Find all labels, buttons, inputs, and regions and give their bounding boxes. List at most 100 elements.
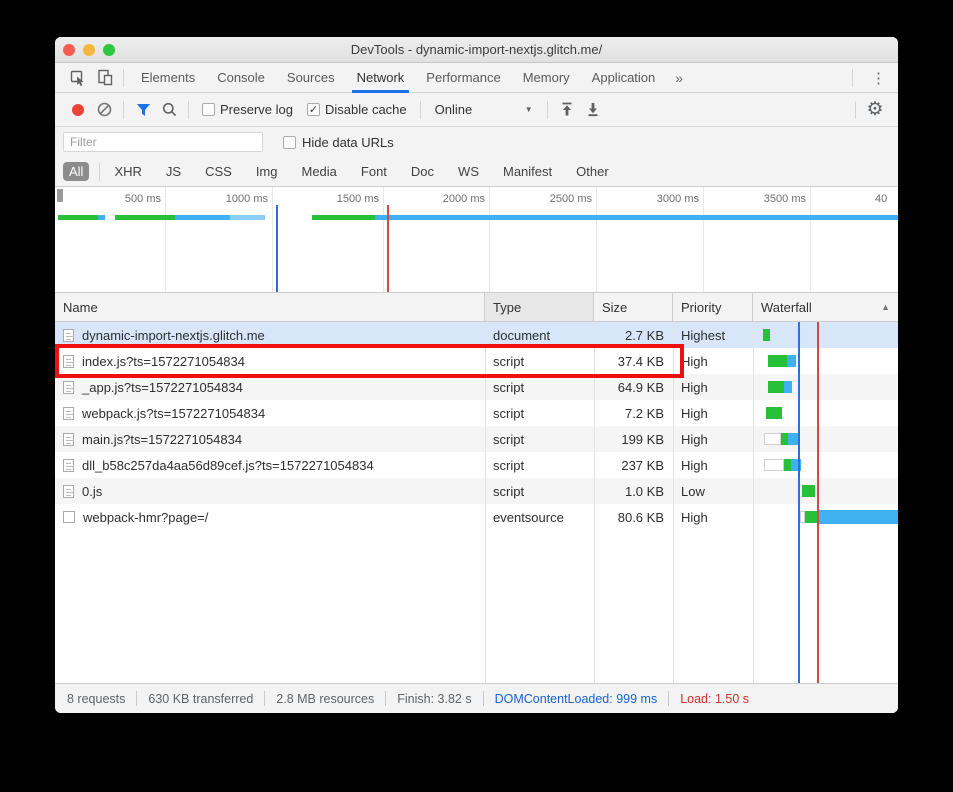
filter-chip-css[interactable]: CSS	[205, 164, 232, 179]
column-header-waterfall[interactable]: Waterfall ▲	[761, 299, 890, 315]
load-time: Load: 1.50 s	[680, 691, 750, 706]
preserve-log-checkbox[interactable]: Preserve log	[202, 102, 293, 117]
table-row[interactable]: _app.js?ts=1572271054834 script 64.9 KB …	[55, 374, 898, 400]
filter-chip-ws[interactable]: WS	[458, 164, 479, 179]
disable-cache-label: Disable cache	[324, 102, 407, 117]
column-divider[interactable]	[594, 322, 595, 683]
gridline	[810, 187, 811, 292]
column-divider[interactable]	[753, 322, 754, 683]
divider	[385, 691, 387, 706]
waterfall-bar	[753, 400, 898, 426]
tick-label: 40	[875, 193, 888, 205]
request-priority: High	[681, 509, 708, 525]
request-count: 8 requests	[67, 691, 126, 706]
table-row[interactable]: main.js?ts=1572271054834 script 199 KB H…	[55, 426, 898, 452]
waterfall-bar	[753, 478, 898, 504]
table-row[interactable]: webpack.js?ts=1572271054834 script 7.2 K…	[55, 400, 898, 426]
disable-cache-checkbox[interactable]: ✓ Disable cache	[306, 102, 407, 117]
more-tabs-icon[interactable]: »	[675, 69, 684, 86]
filter-chip-all[interactable]: All	[63, 162, 90, 181]
network-overview-timeline[interactable]: 500 ms 1000 ms 1500 ms 2000 ms 2500 ms 3…	[55, 187, 898, 292]
tab-elements[interactable]: Elements	[141, 69, 196, 85]
checkbox-unchecked[interactable]	[202, 103, 215, 116]
filter-chip-media[interactable]: Media	[301, 164, 337, 179]
hide-data-urls-checkbox[interactable]: Hide data URLs	[283, 135, 394, 150]
gridline	[272, 187, 273, 292]
file-icon	[63, 432, 74, 446]
filter-chip-img[interactable]: Img	[255, 164, 278, 179]
window-title: DevTools - dynamic-import-nextjs.glitch.…	[350, 42, 603, 57]
filter-chip-manifest[interactable]: Manifest	[503, 164, 553, 179]
request-priority: High	[681, 353, 708, 369]
devtools-menu-icon[interactable]: ⋮	[871, 69, 886, 87]
clear-network-log-icon[interactable]	[91, 97, 117, 123]
search-icon[interactable]	[156, 97, 182, 123]
filter-funnel-icon[interactable]	[130, 97, 156, 123]
waterfall-bar	[753, 504, 898, 530]
tab-performance[interactable]: Performance	[426, 69, 501, 85]
settings-gear-icon[interactable]: ⚙	[866, 99, 884, 120]
divider	[668, 691, 670, 706]
column-header-priority[interactable]: Priority	[673, 293, 753, 321]
request-size: 199 KB	[621, 431, 664, 447]
table-row[interactable]: 0.js script 1.0 KB Low	[55, 478, 898, 504]
request-name: dynamic-import-nextjs.glitch.me	[82, 327, 265, 343]
tick-label: 1500 ms	[336, 193, 379, 205]
minimize-button[interactable]	[83, 44, 95, 56]
tab-memory[interactable]: Memory	[522, 69, 570, 85]
inspect-element-icon[interactable]	[65, 63, 91, 93]
throttling-dropdown[interactable]: Online ▼	[435, 102, 533, 117]
gridline	[383, 187, 384, 292]
column-divider[interactable]	[485, 322, 486, 683]
throttling-value: Online	[434, 102, 473, 117]
chevron-down-icon: ▼	[524, 105, 533, 114]
request-name: webpack-hmr?page=/	[83, 509, 209, 525]
request-type: script	[493, 431, 525, 447]
divider	[546, 100, 548, 119]
filter-chip-js[interactable]: JS	[165, 164, 182, 179]
hide-data-urls-label: Hide data URLs	[302, 134, 394, 150]
tick-label: 2000 ms	[442, 193, 485, 205]
file-icon	[63, 511, 75, 523]
domcontentloaded-time: DOMContentLoaded: 999 ms	[494, 691, 658, 706]
tab-sources[interactable]: Sources	[286, 69, 335, 85]
column-divider[interactable]	[673, 322, 674, 683]
device-toolbar-icon[interactable]	[91, 63, 117, 93]
filter-chip-font[interactable]: Font	[360, 164, 387, 179]
record-network-log-button[interactable]	[65, 97, 91, 123]
request-size: 64.9 KB	[617, 379, 664, 395]
export-har-icon[interactable]	[580, 97, 606, 123]
file-icon	[63, 380, 74, 394]
column-header-size[interactable]: Size	[594, 293, 673, 321]
tab-application[interactable]: Application	[591, 69, 656, 85]
waterfall-bar	[753, 426, 898, 452]
request-type: script	[493, 457, 525, 473]
table-row[interactable]: index.js?ts=1572271054834 script 37.4 KB…	[55, 348, 898, 374]
waterfall-bar	[753, 348, 898, 374]
tab-console[interactable]: Console	[217, 69, 265, 85]
tab-network[interactable]: Network	[346, 63, 416, 93]
zoom-button[interactable]	[103, 44, 115, 56]
request-name: 0.js	[82, 483, 103, 499]
filter-chip-xhr[interactable]: XHR	[114, 164, 142, 179]
divider	[852, 68, 853, 87]
table-row[interactable]: dynamic-import-nextjs.glitch.me document…	[55, 322, 898, 348]
table-row[interactable]: dll_b58c257da4aa56d89cef.js?ts=157227105…	[55, 452, 898, 478]
sort-ascending-icon: ▲	[881, 302, 890, 312]
checkbox-checked[interactable]: ✓	[306, 103, 320, 116]
table-row[interactable]: webpack-hmr?page=/ eventsource 80.6 KB H…	[55, 504, 898, 530]
column-header-name[interactable]: Name	[55, 293, 485, 321]
close-button[interactable]	[63, 44, 75, 56]
filter-input[interactable]	[63, 132, 263, 152]
request-priority: High	[681, 457, 708, 473]
waterfall-bar	[753, 452, 898, 478]
checkbox-unchecked[interactable]	[283, 135, 296, 149]
request-size: 37.4 KB	[617, 353, 664, 369]
filter-chip-doc[interactable]: Doc	[410, 164, 435, 179]
request-type: script	[493, 353, 525, 369]
request-priority: High	[681, 405, 708, 421]
column-header-type[interactable]: Type	[485, 293, 594, 321]
domcontentloaded-line	[798, 322, 800, 683]
import-har-icon[interactable]	[554, 97, 580, 123]
filter-chip-other[interactable]: Other	[576, 164, 609, 179]
